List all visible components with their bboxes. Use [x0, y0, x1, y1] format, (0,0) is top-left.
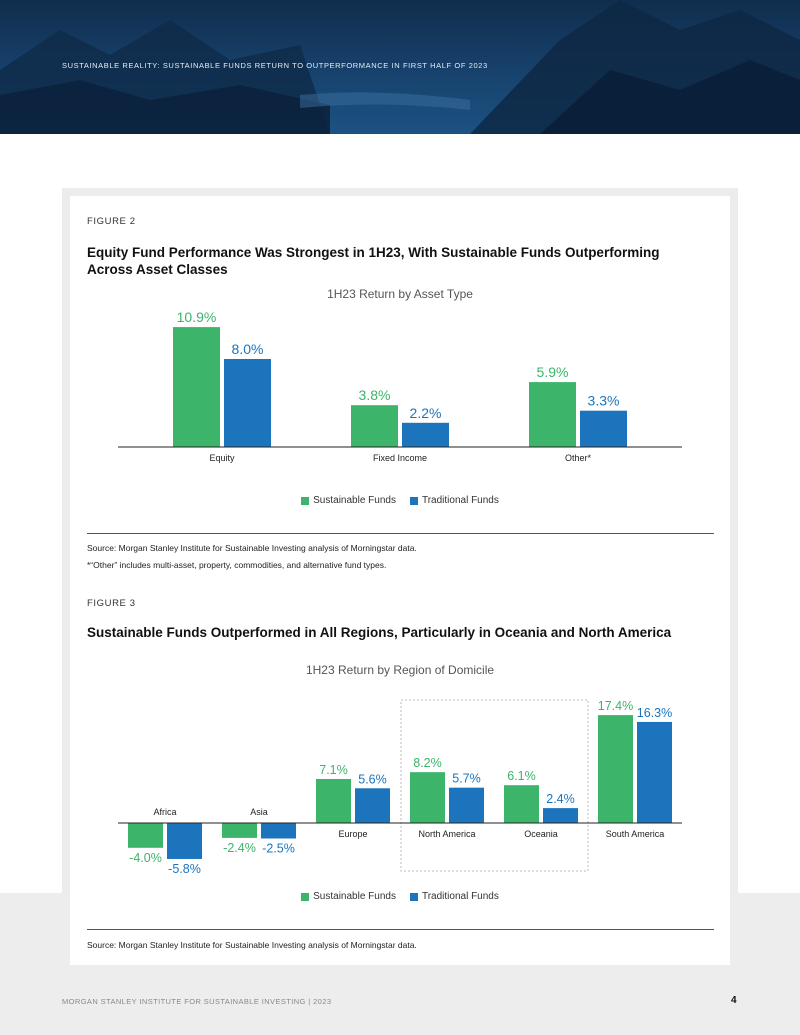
data-label-sustainable-africa: -4.0%: [129, 851, 162, 865]
figure-3-legend: Sustainable Funds Traditional Funds: [0, 891, 800, 902]
bar-traditional-north-america: [449, 787, 484, 823]
figure-2-title: Equity Fund Performance Was Strongest in…: [87, 245, 660, 277]
legend-label-sustainable: Sustainable Funds: [313, 495, 396, 506]
data-label-sustainable-equity: 10.9%: [177, 309, 217, 325]
bar-sustainable-africa: [128, 823, 163, 848]
bar-traditional-oceania: [543, 808, 578, 823]
bar-sustainable-south-america: [598, 715, 633, 823]
category-label-equity: Equity: [209, 453, 235, 463]
legend-item-traditional: Traditional Funds: [409, 495, 499, 506]
bar-sustainable-oceania: [504, 785, 539, 823]
legend-label-traditional: Traditional Funds: [421, 891, 499, 902]
legend-swatch-sustainable: [301, 892, 310, 901]
category-label-south-america: South America: [606, 829, 665, 839]
bar-traditional-fixed-income: [402, 422, 449, 447]
data-label-sustainable-other: 5.9%: [537, 364, 569, 380]
asset-type-chart: 1H23 Return by Asset Type 10.9% 8.0% Equity…: [118, 287, 682, 463]
data-label-traditional-south-america: 16.3%: [637, 706, 672, 720]
figure-3-divider: [87, 929, 714, 930]
bar-traditional-south-america: [637, 721, 672, 823]
bar-sustainable-asia: [222, 823, 257, 838]
data-label-sustainable-south-america: 17.4%: [598, 699, 633, 713]
bar-traditional-other: [580, 410, 627, 447]
data-label-sustainable-north-america: 8.2%: [413, 756, 442, 770]
header-banner: SUSTAINABLE REALITY: SUSTAINABLE FUNDS R…: [0, 0, 800, 134]
legend-item-sustainable: Sustainable Funds: [301, 891, 396, 902]
category-label-africa: Africa: [153, 807, 176, 817]
bar-sustainable-other: [529, 382, 576, 447]
figure-2-divider: [87, 533, 714, 534]
data-label-sustainable-oceania: 6.1%: [507, 769, 536, 783]
data-label-sustainable-fixed-income: 3.8%: [359, 387, 391, 403]
category-label-other: Other*: [565, 453, 592, 463]
legend-item-sustainable: Sustainable Funds: [301, 495, 396, 506]
chart-title: 1H23 Return by Region of Domicile: [306, 663, 494, 677]
bar-traditional-africa: [167, 823, 202, 859]
mountain-landscape-image: [0, 0, 800, 134]
data-label-traditional-equity: 8.0%: [232, 341, 264, 357]
bar-traditional-europe: [355, 788, 390, 823]
figure-2-label: FIGURE 2: [87, 216, 136, 227]
figure-3-title: Sustainable Funds Outperformed in All Re…: [87, 625, 672, 640]
legend-label-sustainable: Sustainable Funds: [313, 891, 396, 902]
figure-2-legend: Sustainable Funds Traditional Funds: [0, 495, 800, 506]
figure-2-source: Source: Morgan Stanley Institute for Sus…: [87, 543, 417, 553]
region-chart: 1H23 Return by Region of Domicile -4.0% -5…: [118, 663, 682, 876]
legend-label-traditional: Traditional Funds: [421, 495, 499, 506]
category-label-oceania: Oceania: [524, 829, 558, 839]
data-label-sustainable-asia: -2.4%: [223, 841, 256, 855]
highlight-box: [400, 699, 589, 872]
data-label-traditional-oceania: 2.4%: [546, 792, 575, 806]
category-label-fixed-income: Fixed Income: [373, 453, 427, 463]
footer-text: MORGAN STANLEY INSTITUTE FOR SUSTAINABLE…: [62, 997, 332, 1006]
bar-sustainable-north-america: [410, 772, 445, 823]
legend-item-traditional: Traditional Funds: [409, 891, 499, 902]
legend-swatch-sustainable: [301, 496, 310, 505]
data-label-traditional-fixed-income: 2.2%: [410, 405, 442, 421]
bar-traditional-asia: [261, 823, 296, 839]
bar-sustainable-equity: [173, 327, 220, 447]
data-label-traditional-other: 3.3%: [588, 393, 620, 409]
bar-sustainable-fixed-income: [351, 405, 398, 447]
figure-2-note: *“Other” includes multi-asset, property,…: [87, 560, 387, 570]
legend-swatch-traditional: [409, 496, 418, 505]
data-label-traditional-africa: -5.8%: [168, 862, 201, 876]
page-number: 4: [731, 995, 737, 1006]
figure-3-label: FIGURE 3: [87, 598, 136, 609]
data-label-traditional-europe: 5.6%: [358, 772, 387, 786]
category-label-asia: Asia: [250, 807, 268, 817]
data-label-traditional-asia: -2.5%: [262, 842, 295, 856]
report-title: SUSTAINABLE REALITY: SUSTAINABLE FUNDS R…: [62, 61, 488, 70]
bar-traditional-equity: [224, 359, 271, 447]
figure-3-source: Source: Morgan Stanley Institute for Sus…: [87, 940, 417, 950]
data-label-traditional-north-america: 5.7%: [452, 772, 481, 786]
category-label-north-america: North America: [418, 829, 475, 839]
category-label-europe: Europe: [338, 829, 367, 839]
legend-swatch-traditional: [409, 892, 418, 901]
data-label-sustainable-europe: 7.1%: [319, 763, 348, 777]
chart-title: 1H23 Return by Asset Type: [327, 287, 473, 301]
bar-sustainable-europe: [316, 778, 351, 823]
